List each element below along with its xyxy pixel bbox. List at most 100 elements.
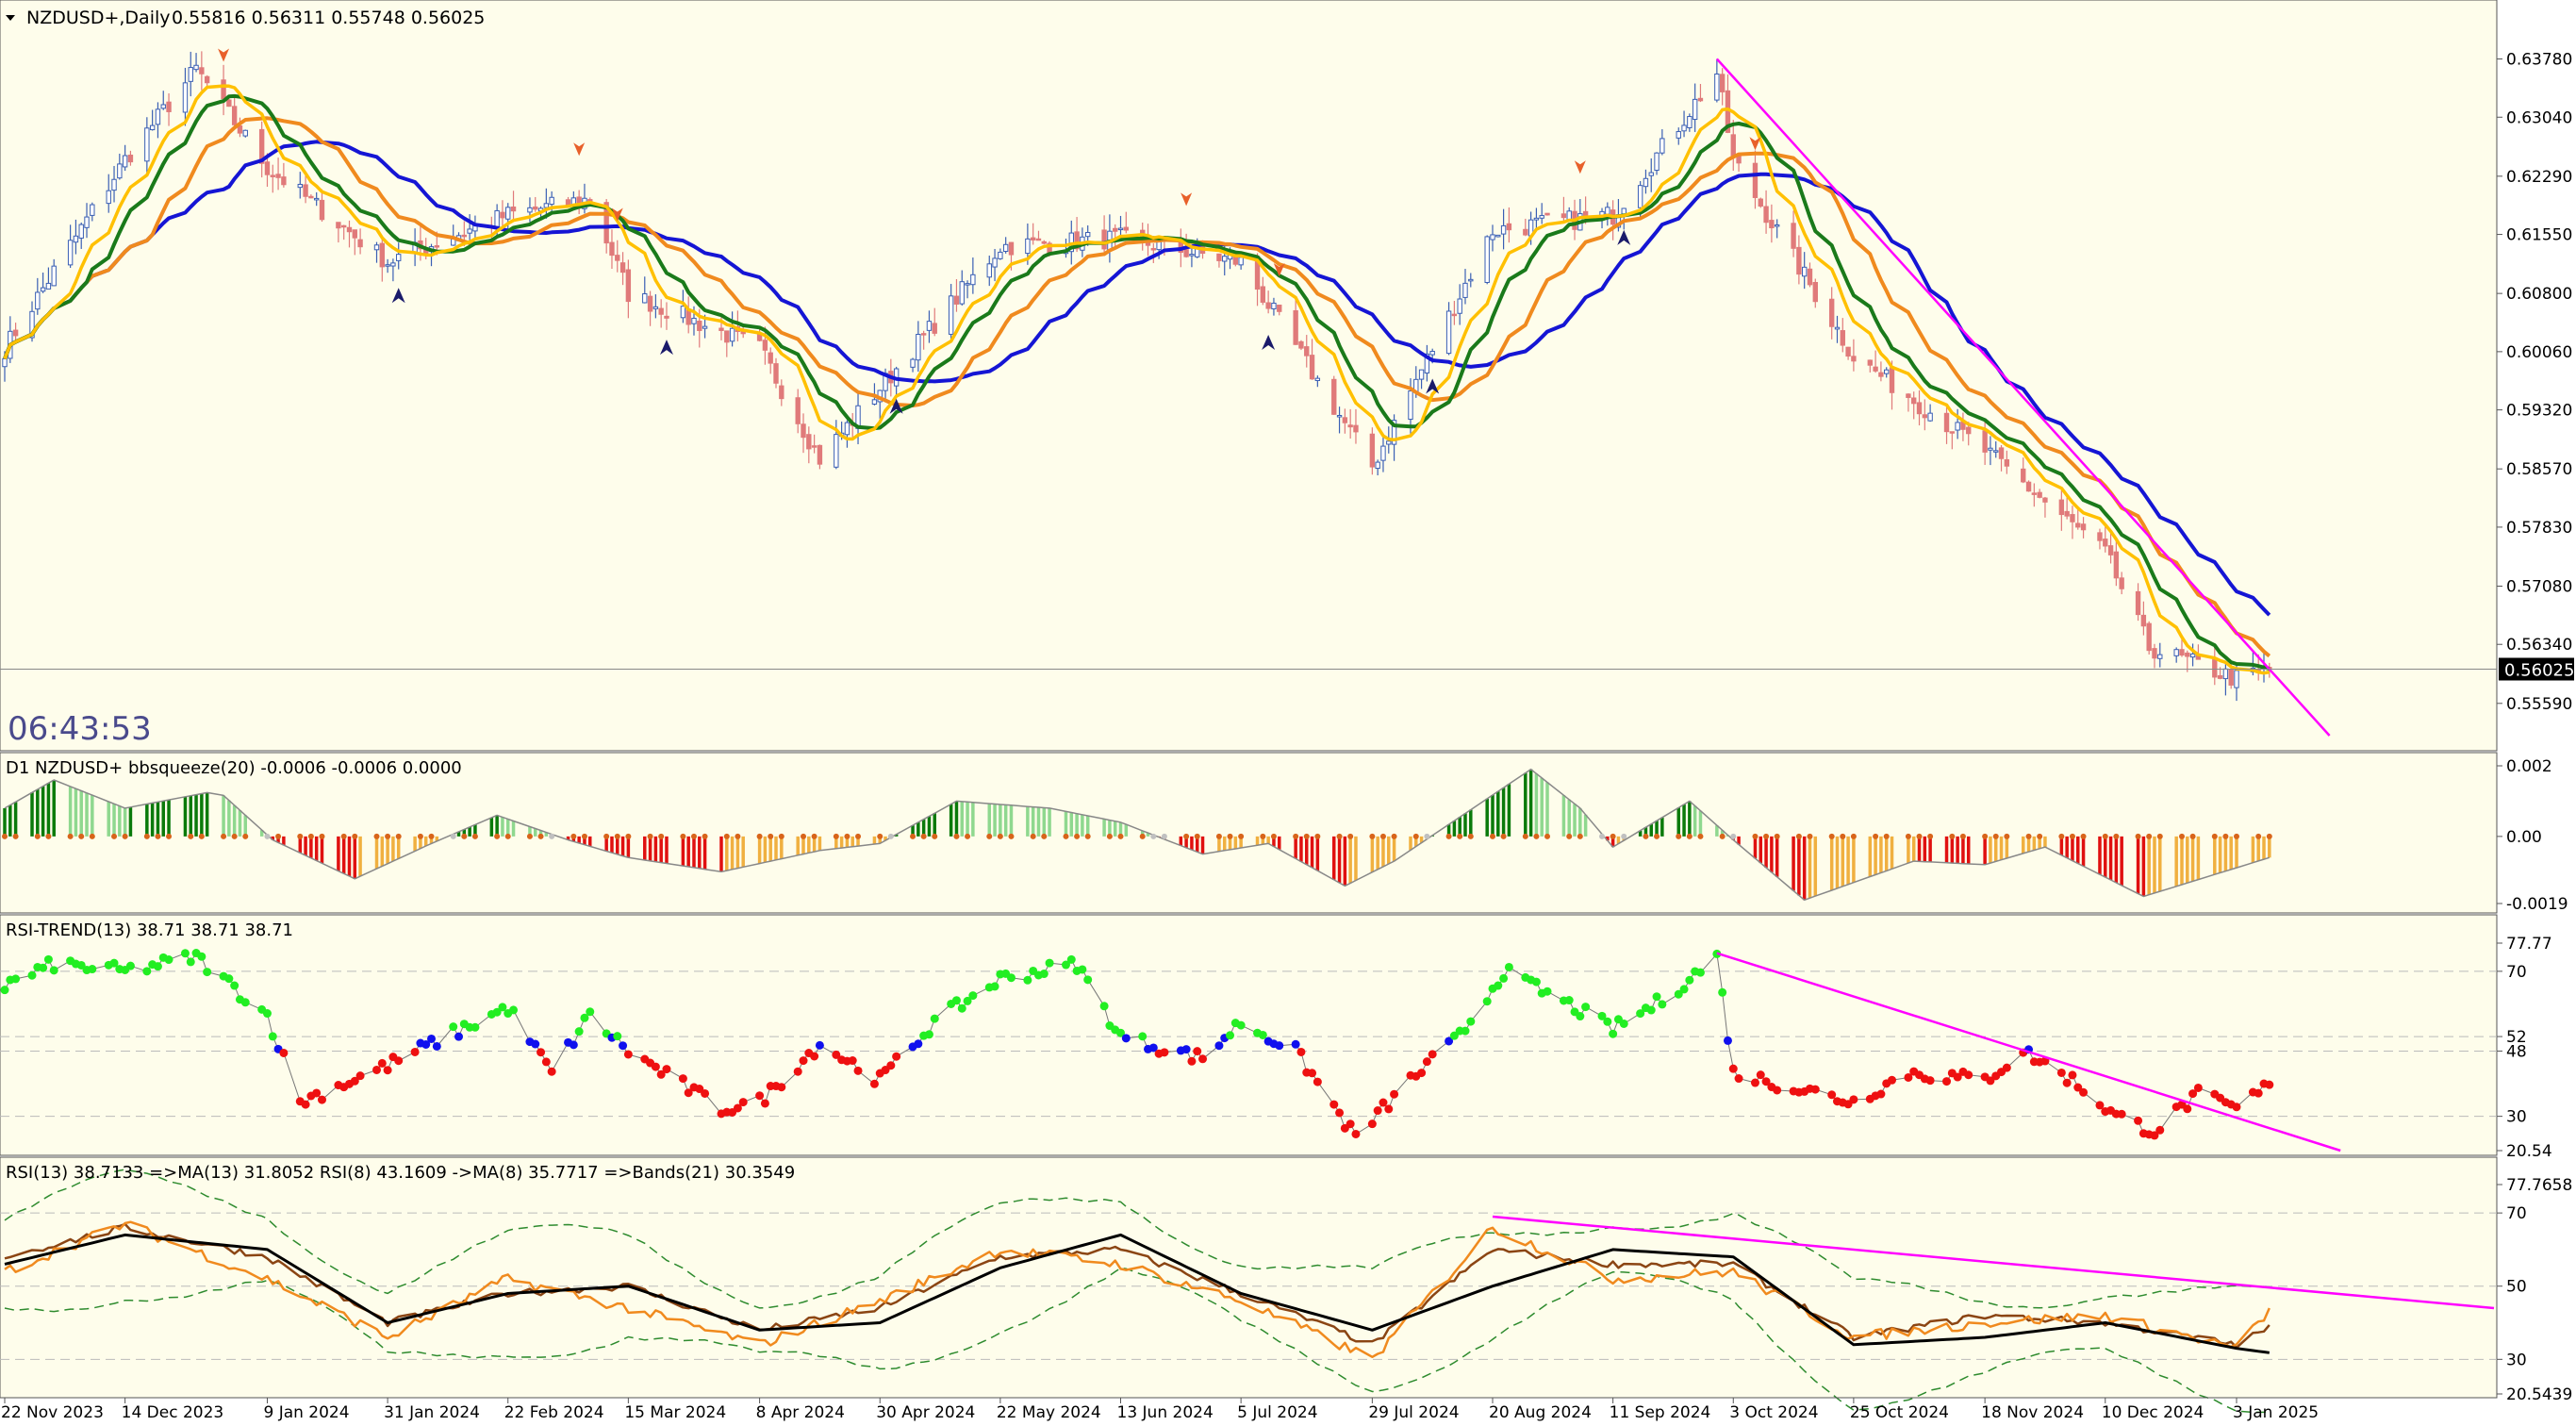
candle-body [1408, 390, 1413, 421]
candle-body [204, 75, 210, 84]
rsi-trend-dot [240, 998, 250, 1007]
candle-body [1101, 229, 1107, 250]
rsi-trend-dot [799, 1056, 808, 1066]
candle-body [2135, 590, 2141, 616]
candle-body [1189, 254, 1195, 257]
candle-body [1796, 246, 1802, 275]
rsi-trend-dot [1422, 1057, 1431, 1067]
squeeze-dot [1992, 833, 1999, 839]
rsi-trend-dot [574, 1027, 584, 1036]
candle-body [1878, 372, 1884, 377]
candle-body [1873, 366, 1878, 372]
squeeze-dot [1905, 833, 1911, 839]
rsi-trendline [1492, 1215, 2495, 1310]
squeeze-dot [471, 833, 478, 839]
squeeze-dot [1522, 833, 1528, 839]
rsi-trend-dot [2117, 1109, 2126, 1119]
rsi-trend-dot [2155, 1125, 2165, 1135]
rsi-trend-dot [1581, 1003, 1591, 1012]
candle-body [697, 321, 702, 331]
rsi-trend-axis-label: 48 [2506, 1042, 2527, 1061]
rsi-trend-dot [1116, 1028, 1125, 1037]
candle-body [346, 226, 353, 233]
squeeze-dot [89, 833, 95, 839]
price-axis-label: 0.62290 [2506, 168, 2572, 187]
squeeze-axis-label: -0.0019 [2506, 895, 2568, 914]
candle-body [1993, 450, 1999, 453]
rsi-trend-dot [1198, 1054, 1208, 1064]
rsi-trend-dot [164, 955, 173, 965]
squeeze-dot [1260, 833, 1266, 839]
rsi-trend-dot [279, 1048, 289, 1057]
rsi-trend-dot [569, 1040, 578, 1050]
rsi-trend-dot [1006, 973, 1016, 983]
candle-body [916, 334, 921, 361]
rsi-trend-dot [957, 1003, 966, 1013]
candle-body [1117, 227, 1124, 231]
candle-body [932, 323, 937, 334]
rsi-trend-dot [2062, 1078, 2072, 1087]
candle-body [1084, 231, 1091, 238]
candle-body [779, 385, 784, 400]
price-panel [0, 0, 2498, 752]
candle-body [795, 397, 801, 424]
rsi-trend-dot [1226, 1031, 1235, 1040]
candle-body [1911, 397, 1917, 405]
candle-body [1336, 415, 1343, 418]
symbol-menu-arrow-icon[interactable] [6, 15, 15, 21]
candle-body [2185, 652, 2190, 657]
candle-body [1293, 309, 1298, 345]
rsi-trend-dot [1329, 1100, 1339, 1109]
squeeze-dot [1303, 833, 1310, 839]
squeeze-dot [702, 833, 708, 839]
rsi-trend-dot [662, 1065, 671, 1074]
squeeze-dot [1577, 833, 1583, 839]
squeeze-dot [920, 833, 927, 839]
squeeze-dot [2113, 833, 2120, 839]
squeeze-dot [1369, 833, 1376, 839]
candle-body [768, 352, 773, 364]
rsi-trend-dot [760, 1099, 769, 1108]
rsi-trend-dot [1181, 1045, 1191, 1054]
candle-body [40, 287, 46, 292]
squeeze-dot [1084, 833, 1091, 839]
price-axis-label: 0.57830 [2506, 519, 2572, 538]
rsi-trend-dot [755, 1091, 765, 1101]
candle-body [801, 423, 806, 439]
rsi-trend-dot [1291, 1039, 1300, 1049]
rsi-trend-dot [153, 962, 162, 971]
sell-signal-arrow-icon [611, 207, 623, 222]
rsi-trend-dot [125, 961, 135, 970]
squeeze-dot [570, 833, 577, 839]
candle-body [1637, 185, 1643, 208]
squeeze-dot [1621, 833, 1627, 839]
candle-body [1490, 234, 1495, 240]
squeeze-dot [658, 833, 665, 839]
rsi-trend-dot [317, 1095, 326, 1104]
rsi-trend-dots-layer [0, 949, 2497, 1152]
candle-body [1123, 226, 1129, 231]
rsi-trend-dot [1236, 1020, 1246, 1030]
rsi-trend-dot [2188, 1089, 2198, 1099]
rsi-trend-dot [684, 1088, 693, 1098]
rsi-trend-dot [88, 965, 97, 974]
squeeze-dot [1063, 833, 1069, 839]
candle-body [336, 222, 341, 229]
price-axis-label: 0.60800 [2506, 285, 2572, 304]
time-axis-label: 9 Jan 2024 [263, 1403, 349, 1422]
candle-body [2119, 577, 2124, 589]
candle-body [603, 202, 609, 244]
candle-body [1277, 304, 1282, 312]
rsi-trend-dot [1449, 1031, 1459, 1040]
rsi-trend-dot [1466, 1017, 1476, 1026]
time-axis-label: 29 Jul 2024 [1368, 1403, 1459, 1422]
candle-body [111, 178, 117, 191]
squeeze-dot [2135, 833, 2141, 839]
candle-body [817, 444, 823, 465]
candle-body [35, 291, 41, 310]
rsi-trend-dot [394, 1056, 404, 1066]
candle-body [1418, 369, 1425, 380]
squeeze-dot [953, 833, 960, 839]
